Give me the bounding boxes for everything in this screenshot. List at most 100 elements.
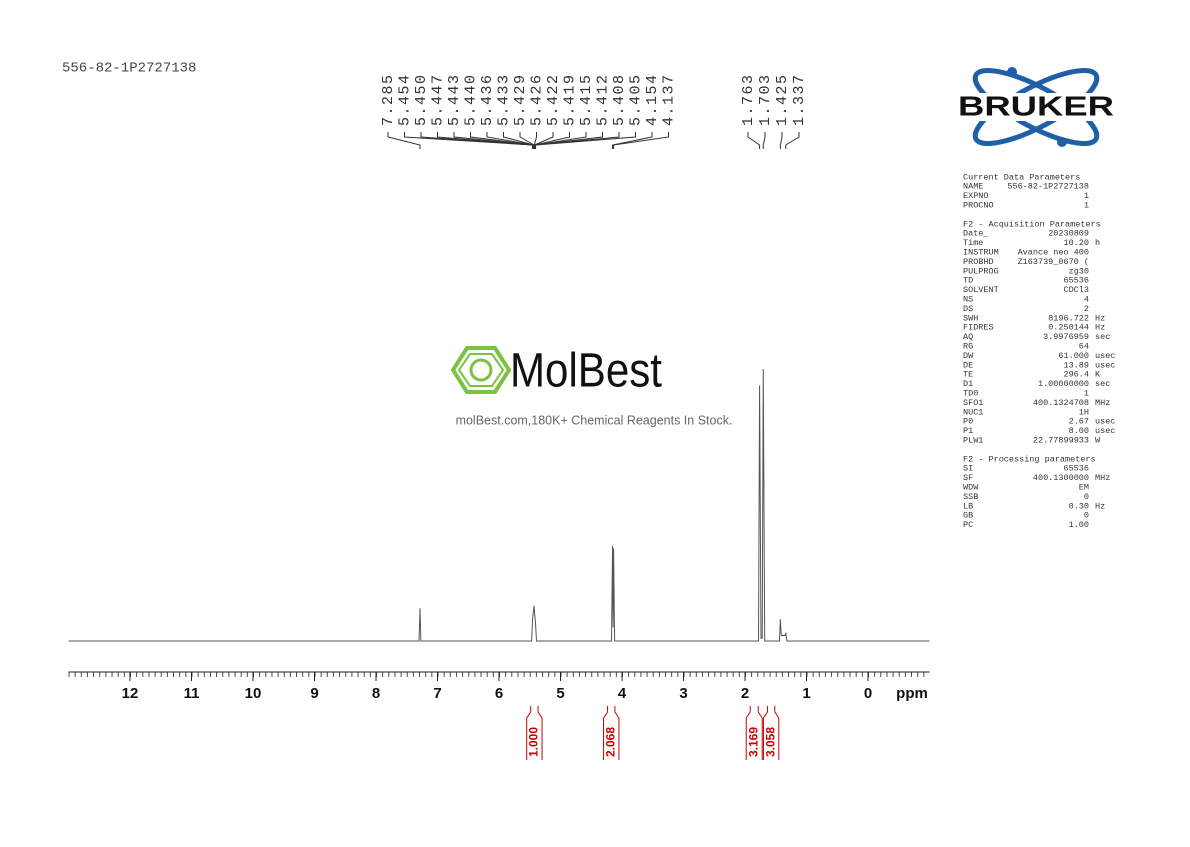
parameter-key: TD0 — [963, 388, 978, 398]
integral-label: 3.058 — [763, 727, 777, 757]
peak-label: 5.405 — [627, 73, 644, 126]
peak-label: 1.703 — [757, 73, 774, 126]
peak-leader — [534, 132, 554, 149]
parameter-key: PLW1 — [963, 435, 983, 445]
parameter-value: CDCl3 — [1063, 285, 1089, 295]
parameter-key: Time — [963, 238, 983, 248]
parameter-unit: MHz — [1095, 473, 1110, 483]
parameter-key: DW — [963, 351, 974, 361]
parameter-unit: Hz — [1095, 313, 1105, 323]
parameter-key: P0 — [963, 417, 973, 427]
x-tick-label: 3 — [679, 685, 687, 702]
parameter-value: 296.4 — [1063, 370, 1089, 380]
parameter-value: zg30 — [1069, 266, 1089, 276]
peak-label: 5.422 — [545, 73, 562, 126]
parameter-key: NAME — [963, 182, 983, 192]
parameter-key: D1 — [963, 379, 973, 389]
integral-label: 1.000 — [527, 727, 541, 757]
parameter-value: 400.1300000 — [1033, 473, 1089, 483]
parameter-key: AQ — [963, 332, 973, 342]
bruker-logo: BRUKER — [958, 67, 1114, 147]
peak-leader — [613, 132, 669, 149]
parameter-key: TE — [963, 370, 973, 380]
parameter-value: 0.250144 — [1048, 323, 1089, 333]
parameter-value: EM — [1079, 482, 1089, 492]
x-tick-label: 11 — [184, 685, 200, 702]
parameter-value: 0 — [1084, 511, 1089, 521]
parameter-value: 1H — [1079, 407, 1089, 417]
peak-label: 7.285 — [380, 73, 397, 126]
peak-label: 4.137 — [660, 73, 677, 126]
peak-label: 4.154 — [644, 73, 661, 126]
parameter-key: GB — [963, 511, 973, 521]
parameter-key: TD — [963, 276, 973, 286]
parameter-unit: h — [1095, 238, 1100, 248]
peak-label: 5.433 — [495, 73, 512, 126]
parameter-key: PULPROG — [963, 266, 999, 276]
parameter-value: 65536 — [1063, 464, 1089, 474]
parameter-key: PROBHD — [963, 257, 994, 267]
parameter-key: NUC1 — [963, 407, 983, 417]
sample-name: 556-82-1P2727138 — [62, 61, 196, 77]
peak-label: 1.337 — [791, 73, 808, 126]
parameter-unit: sec — [1095, 379, 1110, 389]
parameter-key: PROCNO — [963, 200, 994, 210]
parameter-key: EXPNO — [963, 191, 989, 201]
parameter-key: Date_ — [963, 229, 989, 239]
bruker-wordmark: BRUKER — [958, 90, 1114, 121]
x-tick-label: 12 — [122, 685, 139, 702]
parameter-key: SSB — [963, 492, 978, 502]
parameter-key: PC — [963, 520, 973, 530]
peak-leader — [387, 132, 421, 149]
x-tick-label: 1 — [802, 685, 810, 702]
peak-leader — [519, 132, 535, 149]
peak-label: 5.443 — [446, 73, 463, 126]
integral-bracket — [603, 706, 620, 760]
x-tick-label: 4 — [618, 685, 627, 702]
parameter-value: 1 — [1084, 200, 1089, 210]
spectrum-line — [68, 368, 930, 642]
parameter-group-title: F2 - Acquisition Parameters — [963, 219, 1101, 229]
parameter-value: 22.77899933 — [1033, 435, 1089, 445]
parameter-unit: W — [1095, 435, 1101, 445]
parameter-unit: K — [1095, 370, 1101, 380]
parameter-key: SFO1 — [963, 398, 983, 408]
parameter-key: WDW — [963, 482, 979, 492]
integral-bracket — [745, 706, 763, 760]
parameter-value: 20230809 — [1048, 229, 1089, 239]
parameter-value: Z163739_0670 ( — [1018, 257, 1089, 267]
parameter-value: 1 — [1084, 191, 1089, 201]
integral-label: 2.068 — [603, 727, 617, 757]
peak-label: 5.412 — [594, 73, 611, 126]
parameter-unit: usec — [1095, 360, 1115, 370]
parameter-key: P1 — [963, 426, 973, 436]
parameter-key: DS — [963, 304, 973, 314]
parameter-key: INSTRUM — [963, 247, 999, 257]
x-tick-label: 5 — [556, 685, 564, 702]
parameter-value: 1.00 — [1069, 520, 1089, 530]
peak-label: 5.429 — [512, 73, 529, 126]
parameter-unit: MHz — [1095, 398, 1110, 408]
integral-bracket — [526, 706, 543, 760]
peak-leader — [535, 132, 636, 149]
integral-bracket — [762, 706, 780, 760]
peak-label: 5.447 — [429, 73, 446, 126]
x-tick-label: 9 — [310, 685, 318, 702]
peak-label: 5.419 — [561, 73, 578, 126]
parameter-value: 1 — [1084, 388, 1089, 398]
parameter-group-title: F2 - Processing parameters — [963, 454, 1096, 464]
peak-label: 5.454 — [396, 73, 413, 126]
parameter-group-title: Current Data Parameters — [963, 172, 1080, 182]
parameter-value: 3.9976959 — [1043, 332, 1089, 342]
peak-label: 5.408 — [611, 73, 628, 126]
parameter-unit: usec — [1095, 351, 1115, 361]
parameter-key: DE — [963, 360, 973, 370]
parameter-key: SWH — [963, 313, 978, 323]
parameter-value: 4 — [1084, 294, 1089, 304]
parameter-unit: Hz — [1095, 501, 1105, 511]
parameter-value: 1.00000000 — [1038, 379, 1089, 389]
x-axis-label: ppm — [896, 685, 928, 702]
